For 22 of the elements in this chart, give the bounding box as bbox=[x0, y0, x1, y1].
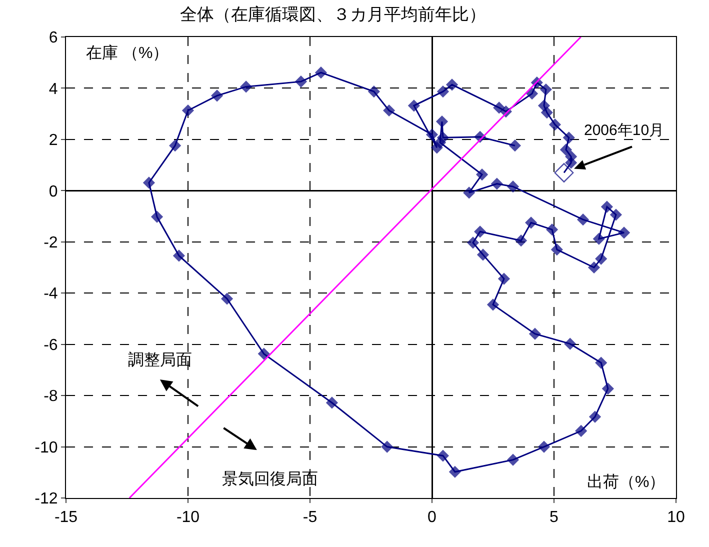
annotation: 調整局面 bbox=[128, 351, 192, 369]
chart-title: 全体（在庫循環図、３カ月平均前年比） bbox=[180, 5, 486, 24]
y-axis-title: 在庫 （%） bbox=[86, 44, 169, 62]
y-tick-label: -10 bbox=[34, 439, 58, 456]
x-tick-label: -10 bbox=[176, 509, 200, 526]
x-tick-label: -5 bbox=[302, 509, 318, 526]
x-tick-label: 10 bbox=[667, 509, 685, 526]
x-tick-label: -15 bbox=[54, 509, 78, 526]
annotation: 景気回復局面 bbox=[222, 471, 318, 488]
x-tick-label: 0 bbox=[428, 509, 437, 526]
y-tick-label: 2 bbox=[48, 132, 58, 150]
y-tick-label: -12 bbox=[34, 490, 58, 508]
x-tick-label: 5 bbox=[550, 509, 559, 526]
y-tick-label: -8 bbox=[44, 388, 58, 406]
annotation: 2006年10月 bbox=[584, 122, 664, 139]
x-axis-title: 出荷（%） bbox=[587, 473, 666, 491]
y-tick-label: -4 bbox=[44, 286, 58, 303]
y-tick-label: -6 bbox=[44, 336, 58, 354]
y-tick-label: -2 bbox=[44, 234, 58, 252]
y-tick-label: 4 bbox=[48, 80, 58, 98]
y-tick-label: 0 bbox=[48, 183, 58, 200]
y-tick-label: 6 bbox=[48, 30, 58, 47]
